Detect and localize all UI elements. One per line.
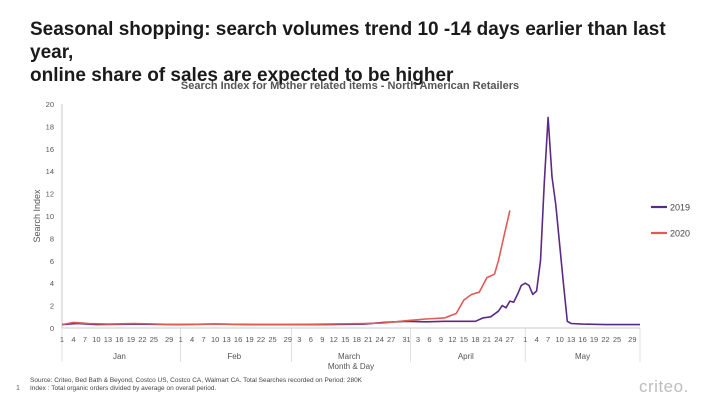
x-tick-label: 6 bbox=[309, 335, 313, 344]
x-tick-label: 15 bbox=[460, 335, 468, 344]
x-tick-label: 21 bbox=[483, 335, 491, 344]
x-tick-label: 25 bbox=[150, 335, 158, 344]
x-tick-label: 6 bbox=[427, 335, 431, 344]
footnote-source: Source: Criteo, Bed Bath & Beyond, Costc… bbox=[30, 377, 363, 384]
y-axis-title: Search Index bbox=[32, 189, 42, 243]
page-number: 1 bbox=[16, 385, 20, 392]
x-tick-label: 13 bbox=[104, 335, 112, 344]
x-tick-label: 4 bbox=[71, 335, 75, 344]
x-tick-label: 19 bbox=[590, 335, 598, 344]
x-tick-label: 25 bbox=[613, 335, 621, 344]
y-tick-label: 4 bbox=[50, 279, 54, 288]
footnote-index-definition: Index : Total organic orders divided by … bbox=[30, 385, 217, 392]
x-tick-label: 16 bbox=[115, 335, 123, 344]
x-tick-label: 16 bbox=[578, 335, 586, 344]
month-label: May bbox=[575, 352, 590, 361]
y-tick-label: 0 bbox=[50, 324, 54, 333]
series-line-2019 bbox=[61, 116, 640, 326]
x-tick-label: 24 bbox=[376, 335, 384, 344]
x-tick-label: 22 bbox=[138, 335, 146, 344]
y-tick-label: 10 bbox=[46, 212, 54, 221]
slide-title-line-1: Seasonal shopping: search volumes trend … bbox=[30, 19, 666, 63]
x-tick-label: 12 bbox=[448, 335, 456, 344]
x-tick-label: 9 bbox=[320, 335, 324, 344]
y-tick-label: 14 bbox=[46, 167, 54, 176]
x-tick-label: 1 bbox=[179, 335, 183, 344]
x-tick-label: 31 bbox=[402, 335, 410, 344]
month-label: Jan bbox=[113, 352, 126, 361]
x-tick-label: 22 bbox=[257, 335, 265, 344]
x-tick-label: 29 bbox=[628, 335, 636, 344]
x-tick-label: 3 bbox=[297, 335, 301, 344]
x-tick-label: 1 bbox=[60, 335, 64, 344]
x-tick-label: 10 bbox=[92, 335, 100, 344]
y-tick-label: 16 bbox=[46, 145, 54, 154]
legend-label-2019: 2019 bbox=[670, 203, 690, 213]
chart-title: Search Index for Mother related items - … bbox=[180, 80, 520, 92]
month-label: April bbox=[458, 352, 474, 361]
month-label: Feb bbox=[227, 352, 241, 361]
footnote: Source: Criteo, Bed Bath & Beyond, Costc… bbox=[30, 377, 362, 393]
x-tick-label: 27 bbox=[506, 335, 514, 344]
x-tick-label: 13 bbox=[567, 335, 575, 344]
y-tick-label: 6 bbox=[50, 257, 54, 266]
x-tick-label: 3 bbox=[416, 335, 420, 344]
x-tick-label: 4 bbox=[190, 335, 194, 344]
x-tick-label: 7 bbox=[202, 335, 206, 344]
x-tick-label: 15 bbox=[341, 335, 349, 344]
y-tick-label: 18 bbox=[46, 122, 54, 131]
x-tick-label: 24 bbox=[494, 335, 502, 344]
x-tick-label: 18 bbox=[471, 335, 479, 344]
x-tick-label: 29 bbox=[284, 335, 292, 344]
x-tick-label: 12 bbox=[330, 335, 338, 344]
x-tick-label: 22 bbox=[601, 335, 609, 344]
y-tick-label: 20 bbox=[46, 100, 54, 109]
y-tick-label: 12 bbox=[46, 190, 54, 199]
x-tick-label: 16 bbox=[234, 335, 242, 344]
x-tick-label: 10 bbox=[211, 335, 219, 344]
slide-title: Seasonal shopping: search volumes trend … bbox=[30, 18, 710, 87]
x-axis-title: Month & Day bbox=[328, 362, 374, 371]
x-tick-label: 1 bbox=[523, 335, 527, 344]
series-line-2020 bbox=[61, 210, 511, 326]
slide-title-line-2: online share of sales are expected to be… bbox=[30, 65, 454, 86]
x-tick-label: 10 bbox=[555, 335, 563, 344]
x-tick-label: 21 bbox=[364, 335, 372, 344]
x-tick-label: 25 bbox=[268, 335, 276, 344]
x-tick-label: 9 bbox=[439, 335, 443, 344]
x-tick-label: 7 bbox=[546, 335, 550, 344]
y-tick-label: 2 bbox=[50, 302, 54, 311]
x-tick-label: 13 bbox=[222, 335, 230, 344]
x-tick-label: 18 bbox=[353, 335, 361, 344]
criteo-logo: criteo. bbox=[639, 377, 689, 396]
x-tick-label: 19 bbox=[127, 335, 135, 344]
x-tick-label: 7 bbox=[83, 335, 87, 344]
x-tick-label: 19 bbox=[245, 335, 253, 344]
y-tick-label: 8 bbox=[50, 234, 54, 243]
x-tick-label: 29 bbox=[165, 335, 173, 344]
x-tick-label: 27 bbox=[387, 335, 395, 344]
month-label: March bbox=[338, 352, 360, 361]
x-tick-label: 4 bbox=[535, 335, 539, 344]
legend-label-2020: 2020 bbox=[670, 229, 690, 239]
